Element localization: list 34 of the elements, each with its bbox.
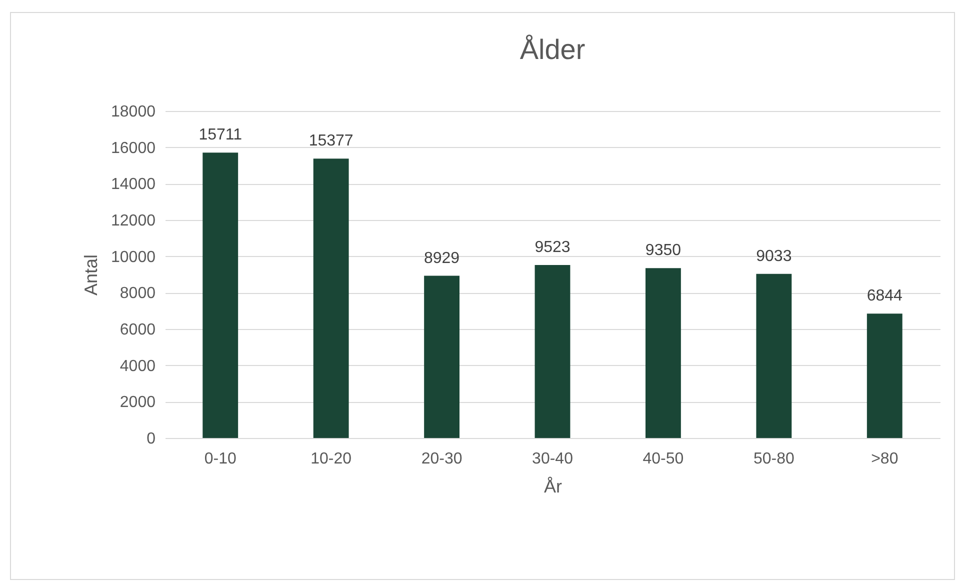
bar [313,158,349,438]
y-tick-label: 16000 [111,140,156,157]
y-tick-label: 8000 [120,285,156,302]
data-label: 15377 [308,132,354,150]
y-tick-label: 2000 [120,394,156,412]
bar [424,276,460,438]
data-label: 9350 [645,242,682,260]
x-tick-label: 40-50 [642,450,684,468]
x-tick-label: 20-30 [421,450,462,468]
bar [646,268,681,438]
y-tick-label: 4000 [120,358,156,375]
x-tick-label: 30-40 [532,450,574,468]
y-tick-label: 6000 [120,322,156,338]
data-label: 9033 [756,248,792,265]
data-label: 15711 [198,126,242,144]
y-tick-label: 18000 [111,104,156,120]
bar [202,152,238,438]
x-tick-label: 0-10 [204,450,236,468]
data-label: 9523 [534,239,570,256]
data-label: 6844 [866,288,903,305]
bar [866,314,902,438]
bar [756,274,792,438]
y-axis-title: Antal [81,254,102,296]
y-tick-label: 14000 [111,176,156,194]
x-tick-label: >80 [871,450,898,468]
data-label: 8929 [424,250,460,267]
bar [534,265,570,438]
x-tick-label: 10-20 [310,450,352,468]
chart-title: Ålder [520,34,586,65]
x-tick-label: 50-80 [753,450,794,468]
y-tick-label: 10000 [111,248,156,266]
y-tick-label: 0 [146,430,156,448]
x-axis-title: År [544,476,562,496]
y-tick-label: 12000 [111,212,156,230]
